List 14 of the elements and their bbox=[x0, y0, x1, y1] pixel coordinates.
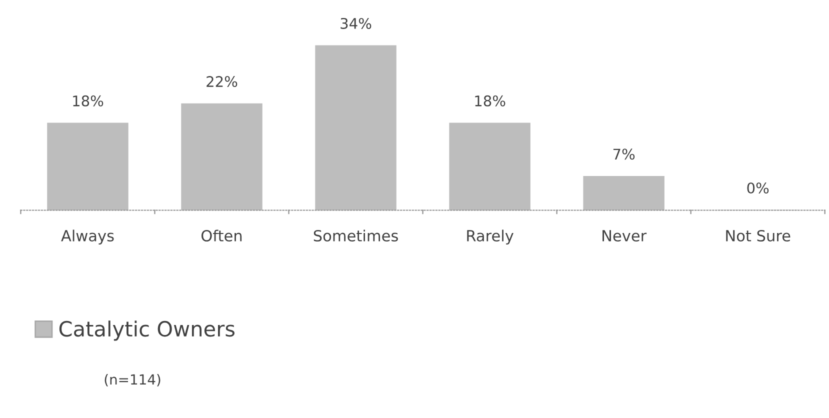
data-label: 34% bbox=[340, 18, 372, 29]
x-tick-label: Rarely bbox=[467, 230, 514, 244]
x-tick-label: Sometimes bbox=[314, 230, 398, 242]
data-label: 18% bbox=[475, 95, 506, 106]
x-tick-label: Often bbox=[202, 230, 242, 242]
x-tick-label: Never bbox=[602, 230, 647, 242]
text: (n=114) bbox=[104, 374, 160, 386]
legend-label: Catalytic Owners bbox=[59, 320, 235, 341]
x-tick-label: Not Sure bbox=[726, 230, 790, 242]
data-label: 7% bbox=[613, 148, 635, 160]
data-label: 0% bbox=[747, 182, 769, 194]
x-tick-label: Always bbox=[61, 230, 114, 244]
data-label: 22% bbox=[206, 76, 238, 88]
data-label: 18% bbox=[73, 95, 104, 106]
